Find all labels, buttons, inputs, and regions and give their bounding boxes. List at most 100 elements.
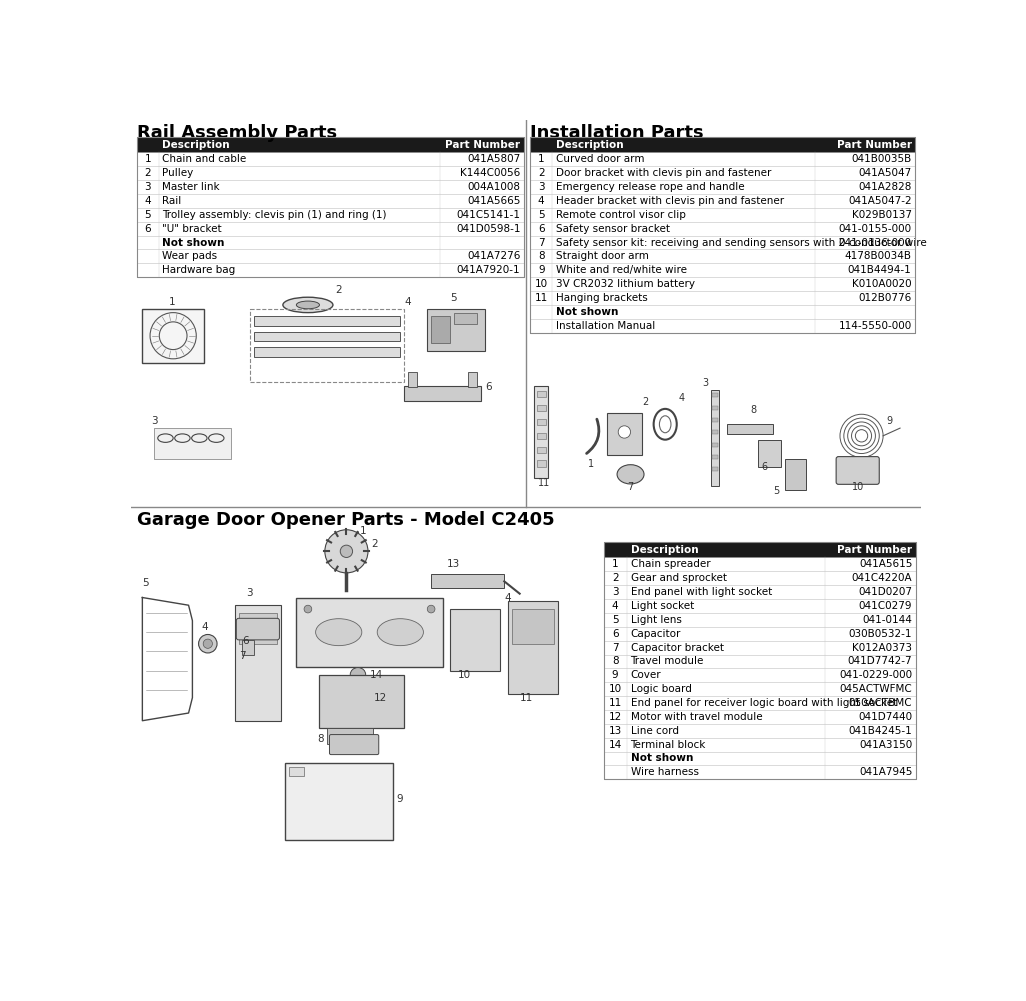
Bar <box>712 467 718 471</box>
Text: 8: 8 <box>750 404 756 414</box>
Bar <box>530 180 915 194</box>
Text: 1: 1 <box>611 560 619 570</box>
Text: 11: 11 <box>519 694 532 704</box>
Bar <box>137 235 524 249</box>
Bar <box>603 683 916 696</box>
Bar <box>607 412 642 455</box>
Text: Rail Assembly Parts: Rail Assembly Parts <box>137 124 338 142</box>
Text: 041B4494-1: 041B4494-1 <box>847 265 911 275</box>
Bar <box>254 316 400 325</box>
Text: Not shown: Not shown <box>162 237 225 247</box>
Text: End panel for receiver logic board with light socket: End panel for receiver logic board with … <box>631 698 897 708</box>
Bar <box>603 641 916 655</box>
Bar <box>712 442 718 446</box>
Bar <box>757 439 781 466</box>
Bar <box>137 137 524 152</box>
Text: 8: 8 <box>538 251 545 261</box>
Bar <box>603 558 916 572</box>
Text: 041-0144: 041-0144 <box>863 615 912 625</box>
Text: Header bracket with clevis pin and fastener: Header bracket with clevis pin and faste… <box>556 196 784 206</box>
Text: 041A5615: 041A5615 <box>859 560 912 570</box>
Text: Capacitor bracket: Capacitor bracket <box>631 643 723 653</box>
Text: Safety sensor kit: receiving and sending sensors with 2-conductor wire: Safety sensor kit: receiving and sending… <box>556 237 926 247</box>
Ellipse shape <box>283 297 333 312</box>
Bar <box>530 137 915 152</box>
Text: 5: 5 <box>143 578 149 588</box>
Bar <box>530 194 915 208</box>
Bar <box>137 152 524 166</box>
Bar <box>143 308 204 362</box>
Text: 10: 10 <box>458 671 471 681</box>
Text: 13: 13 <box>608 726 622 736</box>
Text: Not shown: Not shown <box>556 307 619 317</box>
Text: Motor with travel module: Motor with travel module <box>631 712 762 722</box>
Text: 4: 4 <box>504 594 511 604</box>
Ellipse shape <box>297 301 319 308</box>
Circle shape <box>199 635 218 653</box>
Text: 1: 1 <box>538 154 545 164</box>
Bar <box>250 308 404 382</box>
Text: 4178B0034B: 4178B0034B <box>844 251 911 261</box>
Text: Description: Description <box>556 140 624 150</box>
Text: 4: 4 <box>145 196 151 206</box>
Text: Straight door arm: Straight door arm <box>556 251 648 261</box>
Text: Door bracket with clevis pin and fastener: Door bracket with clevis pin and fastene… <box>556 168 772 178</box>
Bar <box>137 137 524 277</box>
Bar <box>327 729 373 744</box>
Bar <box>297 598 442 667</box>
Bar <box>431 575 504 589</box>
Ellipse shape <box>350 668 365 682</box>
Text: 3: 3 <box>702 377 708 387</box>
Text: 041A5807: 041A5807 <box>467 154 520 164</box>
Text: Garage Door Opener Parts - Model C2405: Garage Door Opener Parts - Model C2405 <box>137 511 555 529</box>
Bar <box>254 332 400 341</box>
Bar <box>603 599 916 613</box>
Bar <box>712 418 718 422</box>
Bar <box>712 393 718 397</box>
Bar <box>603 543 916 558</box>
Text: Travel module: Travel module <box>631 657 704 667</box>
Text: 041A2828: 041A2828 <box>858 182 911 192</box>
Bar <box>254 347 400 356</box>
Text: White and red/white wire: White and red/white wire <box>556 265 686 275</box>
Circle shape <box>619 425 631 438</box>
Bar <box>530 291 915 305</box>
Text: 1: 1 <box>168 297 175 307</box>
Text: 14: 14 <box>369 671 383 681</box>
Ellipse shape <box>378 619 424 646</box>
Bar <box>603 613 916 627</box>
Text: Wear pads: Wear pads <box>162 251 218 261</box>
Text: End panel with light socket: End panel with light socket <box>631 588 772 598</box>
Text: Gear and sprocket: Gear and sprocket <box>631 574 726 584</box>
Text: Description: Description <box>162 140 230 150</box>
Text: Chain and cable: Chain and cable <box>162 154 246 164</box>
Text: K029B0137: K029B0137 <box>852 210 911 220</box>
Bar <box>603 738 916 752</box>
Bar <box>603 543 916 558</box>
Text: 2: 2 <box>334 285 342 295</box>
Text: 7: 7 <box>538 237 545 247</box>
Text: 6: 6 <box>611 629 619 639</box>
Text: 041-0155-000: 041-0155-000 <box>838 223 911 233</box>
Bar <box>603 766 916 779</box>
Text: 041D0207: 041D0207 <box>859 588 912 598</box>
Bar <box>530 208 915 222</box>
Bar <box>508 602 558 694</box>
Bar <box>603 543 916 779</box>
Text: 12: 12 <box>608 712 622 722</box>
Text: 041-0229-000: 041-0229-000 <box>839 671 912 681</box>
Bar <box>427 308 485 351</box>
Bar <box>603 586 916 599</box>
Bar <box>537 405 546 411</box>
Text: 4: 4 <box>404 297 410 307</box>
Text: 2: 2 <box>611 574 619 584</box>
Text: Chain spreader: Chain spreader <box>631 560 710 570</box>
Text: 11: 11 <box>608 698 622 708</box>
Bar <box>137 222 524 235</box>
Circle shape <box>203 639 212 649</box>
Text: Installation Manual: Installation Manual <box>556 320 656 330</box>
Bar <box>319 675 404 729</box>
Bar <box>530 137 915 332</box>
Bar <box>603 724 916 738</box>
Bar <box>235 606 281 721</box>
